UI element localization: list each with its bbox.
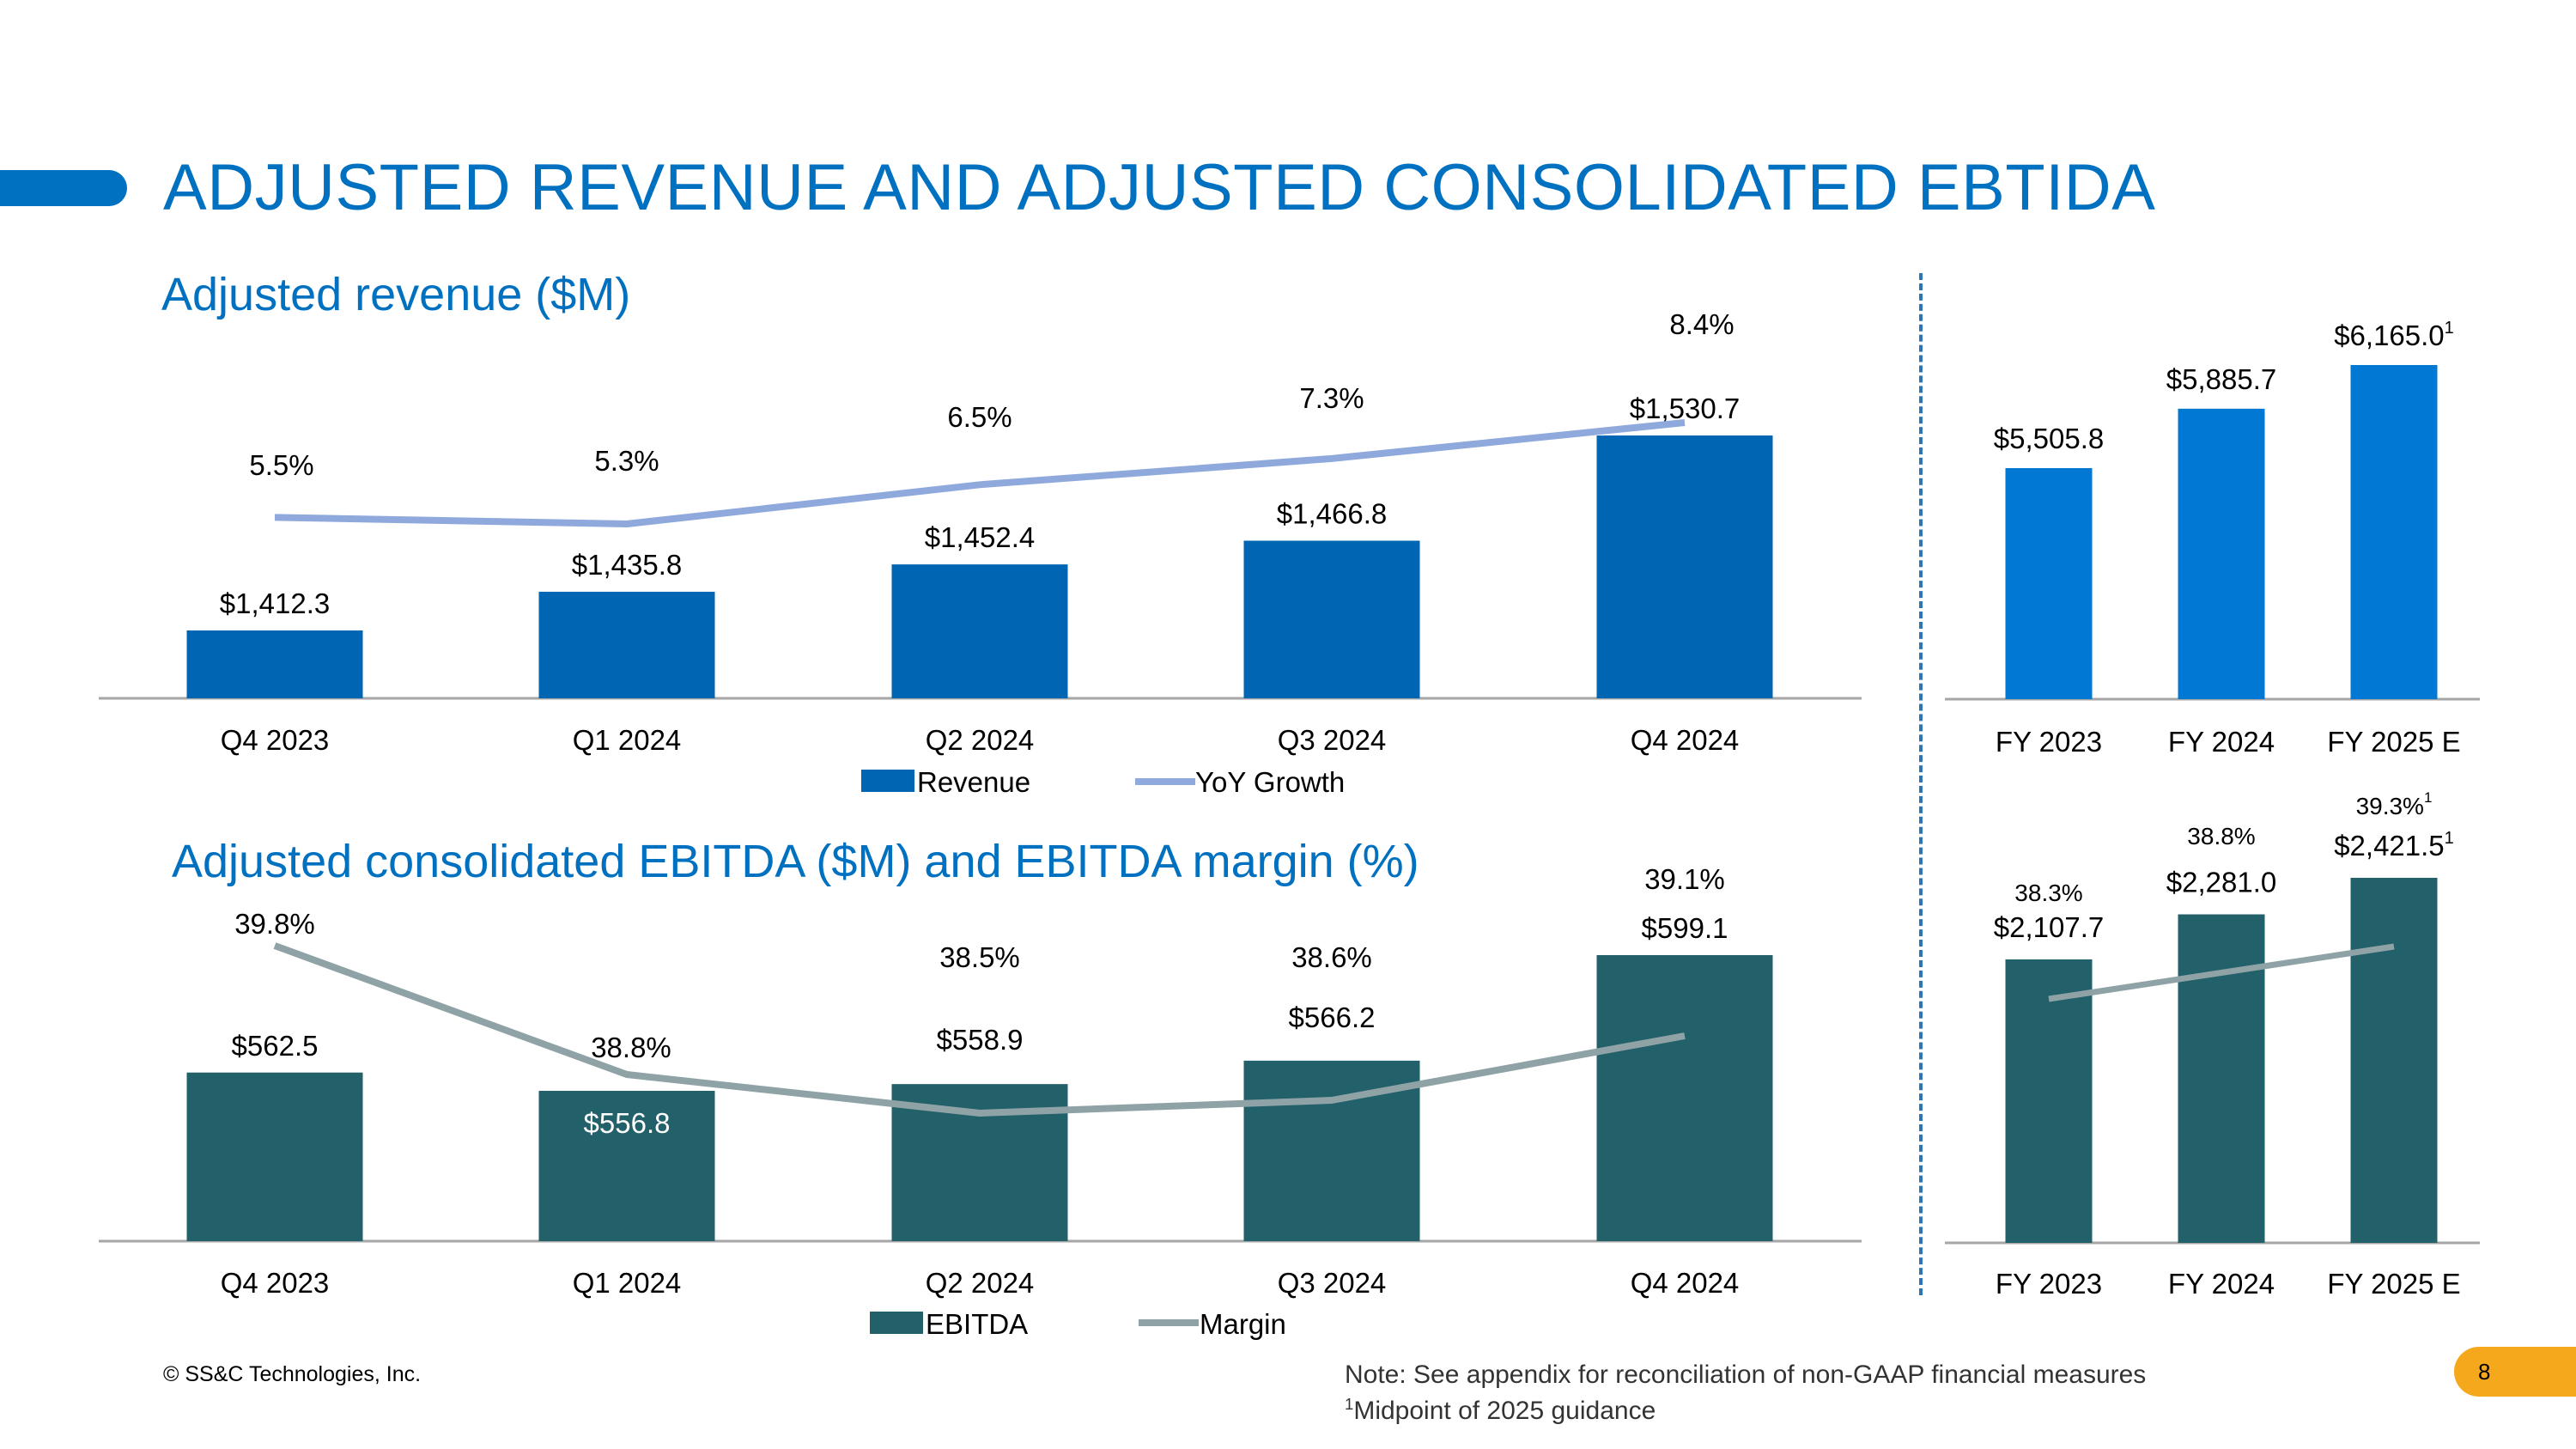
revenue-bar-label-2: $1,452.4	[925, 521, 1035, 553]
annual-revenue-category-label-1: FY 2024	[2168, 726, 2275, 758]
revenue-bar-3	[1243, 540, 1420, 698]
ebitda-category-label-3: Q3 2024	[1278, 1267, 1387, 1299]
ebitda-margin-label-1: 38.8%	[591, 1032, 671, 1063]
yoy-growth-label-0: 5.5%	[249, 449, 313, 481]
revenue-section-title: Adjusted revenue ($M)	[161, 269, 631, 320]
annual-ebitda-category-label-1: FY 2024	[2168, 1268, 2275, 1300]
annual-revenue-bar-2	[2350, 365, 2438, 699]
revenue-bar-1	[538, 591, 715, 698]
ebitda-margin-label-3: 38.6%	[1291, 941, 1372, 973]
yoy-growth-label-3: 7.3%	[1299, 382, 1364, 414]
ebitda-category-label-2: Q2 2024	[926, 1267, 1035, 1299]
annual-ebitda-bar-2	[2350, 878, 2438, 1243]
yoy-growth-line	[274, 419, 1686, 527]
annual-ebitda-category-label-2: FY 2025 E	[2327, 1268, 2460, 1300]
ebitda-section-title: Adjusted consolidated EBITDA ($M) and EB…	[172, 836, 1419, 887]
ebitda-bar-1	[538, 1091, 715, 1241]
ebitda-margin-line	[273, 942, 1686, 1117]
ebitda-bar-0	[186, 1072, 363, 1241]
annual-ebitda-bar-1	[2178, 914, 2265, 1243]
annual-margin-label-1: 38.8%	[2187, 823, 2255, 849]
annual-revenue-bar-1	[2178, 408, 2265, 699]
legend-ebitda-label: EBITDA	[926, 1308, 1028, 1340]
copyright-footer: © SS&C Technologies, Inc.	[163, 1362, 422, 1386]
ebitda-bar-label-2: $558.9	[937, 1024, 1024, 1056]
annual-margin-line	[2048, 943, 2395, 1002]
revenue-category-label-2: Q2 2024	[926, 724, 1035, 756]
annual-revenue-bar-label-2: $6,165.01	[2334, 319, 2454, 351]
annual-ebitda-bar-label-0: $2,107.7	[1994, 911, 2104, 943]
ebitda-bar-label-1: $556.8	[584, 1107, 671, 1139]
title-accent-bar	[0, 170, 127, 206]
annual-ebitda-bar-0	[2005, 959, 2093, 1243]
page-number-badge: 8	[2454, 1347, 2576, 1397]
annual-revenue-bar-label-1: $5,885.7	[2166, 363, 2276, 395]
yoy-growth-label-4: 8.4%	[1669, 308, 1734, 340]
legend-ebitda-swatch	[870, 1312, 923, 1334]
revenue-bar-label-3: $1,466.8	[1277, 498, 1387, 530]
section-divider	[1919, 273, 1923, 1295]
revenue-bar-4	[1596, 435, 1773, 698]
annual-revenue-category-label-2: FY 2025 E	[2327, 726, 2460, 758]
ebitda-bar-4	[1596, 955, 1773, 1241]
annual-ebitda-category-label-0: FY 2023	[1996, 1268, 2102, 1300]
ebitda-margin-label-0: 39.8%	[234, 908, 315, 940]
ebitda-margin-label-4: 39.1%	[1644, 863, 1725, 895]
guidance-note-text: Midpoint of 2025 guidance	[1353, 1397, 1656, 1425]
annual-revenue-category-label-0: FY 2023	[1996, 726, 2102, 758]
annual-revenue-bar-label-0: $5,505.8	[1994, 423, 2104, 454]
guidance-note: 1Midpoint of 2025 guidance	[1345, 1393, 2146, 1429]
guidance-note-marker: 1	[1345, 1395, 1354, 1413]
revenue-bar-label-1: $1,435.8	[572, 549, 682, 581]
revenue-bar-label-4: $1,530.7	[1630, 393, 1740, 424]
revenue-bar-label-0: $1,412.3	[220, 588, 330, 619]
annual-ebitda-bar-label-2: $2,421.51	[2334, 829, 2454, 861]
legend-margin-label: Margin	[1200, 1308, 1286, 1340]
legend-revenue-label: Revenue	[917, 766, 1030, 798]
annual-margin-label-2: 39.3%1	[2356, 789, 2433, 819]
ebitda-category-label-4: Q4 2024	[1631, 1267, 1740, 1299]
revenue-bar-0	[186, 630, 363, 698]
revenue-category-label-3: Q3 2024	[1278, 724, 1387, 756]
legend-revenue-swatch	[861, 770, 914, 792]
ebitda-bar-label-4: $599.1	[1642, 912, 1728, 944]
yoy-growth-label-1: 5.3%	[594, 445, 659, 477]
annual-margin-label-0: 38.3%	[2014, 880, 2082, 906]
ebitda-bar-label-3: $566.2	[1289, 1002, 1376, 1033]
revenue-category-label-1: Q1 2024	[573, 724, 682, 756]
ebitda-category-label-0: Q4 2023	[221, 1267, 330, 1299]
legend-growth-label: YoY Growth	[1195, 766, 1345, 798]
annual-ebitda-bar-label-1: $2,281.0	[2166, 867, 2276, 898]
ebitda-margin-label-2: 38.5%	[939, 941, 1020, 973]
revenue-category-label-0: Q4 2023	[221, 724, 330, 756]
ebitda-bar-label-0: $562.5	[232, 1030, 319, 1062]
footnote-block: Note: See appendix for reconciliation of…	[1345, 1357, 2146, 1429]
revenue-bar-2	[891, 564, 1068, 698]
slide-title: ADJUSTED REVENUE AND ADJUSTED CONSOLIDAT…	[163, 151, 2156, 224]
revenue-category-label-4: Q4 2024	[1631, 724, 1740, 756]
annual-revenue-bar-0	[2005, 468, 2093, 699]
gaap-note: Note: See appendix for reconciliation of…	[1345, 1361, 2147, 1389]
yoy-growth-label-2: 6.5%	[947, 401, 1012, 433]
ebitda-category-label-1: Q1 2024	[573, 1267, 682, 1299]
